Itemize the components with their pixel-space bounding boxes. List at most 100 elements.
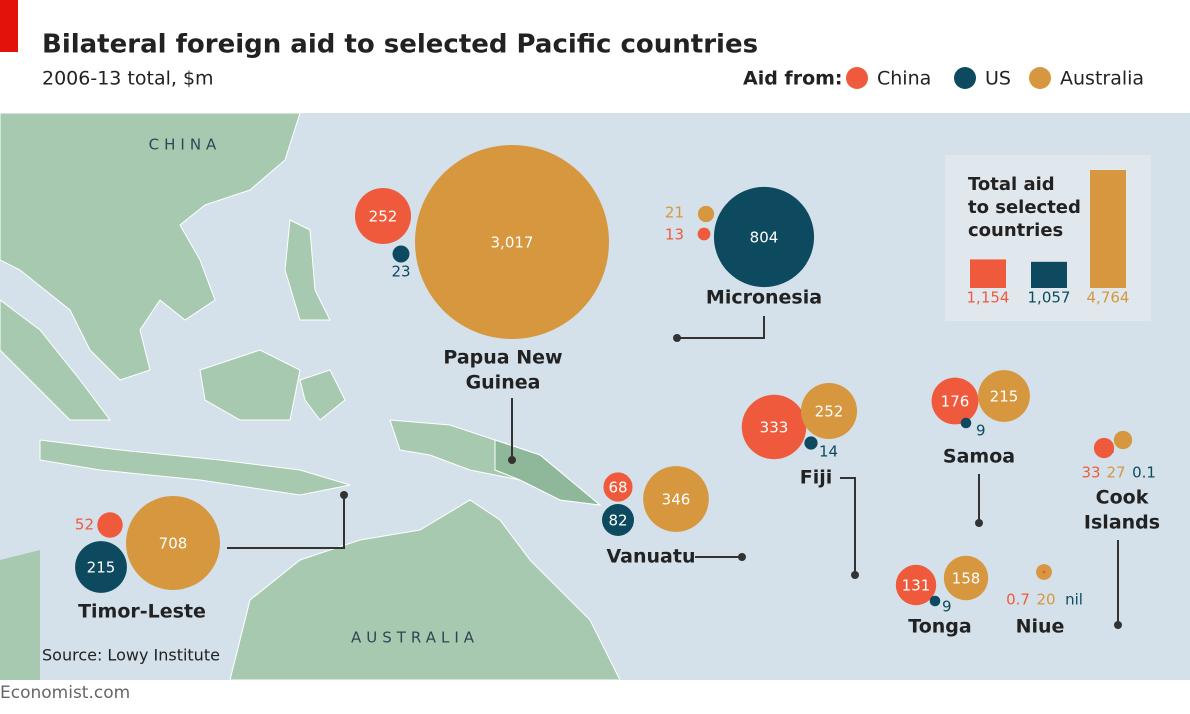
value-label: 131: [902, 577, 931, 595]
land-australia: [229, 499, 621, 681]
value-label: 215: [87, 559, 116, 577]
brand-mark: [0, 0, 18, 52]
value-label: 14: [819, 443, 838, 461]
legend-swatch: [1029, 67, 1051, 89]
value-label: 9: [976, 422, 986, 440]
legend-entry: Australia: [1060, 68, 1144, 90]
title: Bilateral foreign aid to selected Pacifi…: [42, 30, 758, 60]
aid-bubble: [800, 382, 858, 440]
aid-bubble: [943, 555, 989, 601]
aid-bubble: [603, 472, 633, 502]
value-label: 346: [662, 491, 691, 509]
value-label: 215: [990, 388, 1019, 406]
land-java: [39, 439, 351, 496]
total-bar: [1090, 170, 1126, 288]
aid-bubble: [414, 144, 610, 340]
total-bar: [1031, 261, 1067, 288]
aid-bubble: [978, 370, 1030, 422]
aid-bubble: [1042, 570, 1046, 574]
aid-bubble: [1113, 430, 1133, 450]
aid-bubble: [804, 436, 818, 450]
total-label: 4,764: [1087, 289, 1130, 307]
country-name: Cook: [1096, 487, 1149, 509]
legend-swatch: [846, 67, 868, 89]
leader-dot: [673, 334, 681, 342]
leader-line: [840, 477, 856, 575]
country-name: Micronesia: [706, 287, 822, 309]
value-label: 176: [941, 393, 970, 411]
legend-entry: China: [877, 68, 931, 90]
aid-bubble: [697, 227, 711, 241]
aid-bubble: [931, 377, 979, 425]
value-label: 23: [391, 263, 410, 281]
aid-bubble: [929, 595, 941, 607]
legend: China US Australia: [846, 67, 1144, 90]
total-label: 1,154: [967, 289, 1010, 307]
land-borneo: [199, 349, 301, 421]
country-name: Niue: [1016, 616, 1065, 638]
land-australia-west: [0, 550, 40, 680]
leader-line: [677, 316, 765, 339]
value-label: 82: [608, 512, 627, 530]
value-label: 20: [1036, 591, 1055, 609]
subtitle: 2006-13 total, $m: [42, 68, 214, 90]
country-name: Fiji: [800, 467, 833, 489]
value-label: 0.7: [1006, 591, 1030, 609]
value-label: 252: [369, 208, 398, 226]
totals-title: countries: [968, 220, 1063, 241]
aid-bubble: [354, 187, 412, 245]
totals-title: to selected: [968, 197, 1081, 218]
leader-dot: [508, 456, 516, 464]
source: Source: Lowy Institute: [42, 646, 220, 665]
value-label: 252: [815, 403, 844, 421]
aid-bubble: [1093, 437, 1115, 459]
legend-swatch: [954, 67, 976, 89]
aid-bubble: [97, 512, 123, 538]
total-label: 1,057: [1028, 289, 1071, 307]
value-label: 21: [665, 204, 684, 222]
bubbles: 252 23 3,017 Papua New Guinea 13 804 21 Micrones…: [75, 144, 1160, 638]
aid-bubble: [126, 496, 220, 590]
aid-bubble: [643, 466, 709, 532]
footer: Economist.com: [0, 683, 130, 703]
value-label: nil: [1065, 591, 1083, 609]
land-philippines: [284, 219, 331, 321]
value-label: 333: [760, 419, 789, 437]
country-name: Tonga: [908, 616, 971, 638]
leader-dots: [340, 334, 1122, 629]
aid-bubble: [392, 245, 410, 263]
aid-bubble: [602, 504, 634, 536]
value-label: 68: [608, 479, 627, 497]
aid-bubble: [75, 541, 127, 593]
map-label: CHINA: [149, 136, 222, 154]
legend-entry: US: [985, 68, 1011, 90]
value-label: 13: [665, 226, 684, 244]
aid-bubble: [960, 417, 972, 429]
aid-bubble: [697, 205, 715, 223]
total-bar: [970, 259, 1006, 288]
value-label: 0.1: [1132, 464, 1156, 482]
leader-lines: [227, 316, 1119, 625]
country-name: Vanuatu: [607, 546, 696, 568]
country-name: Papua New: [443, 347, 562, 369]
value-label: 52: [75, 516, 94, 534]
totals-title: Total aid: [968, 174, 1055, 195]
leader-line: [227, 495, 345, 549]
aid-bubble: [1112, 451, 1114, 453]
leader-dot: [738, 553, 746, 561]
country-name: Islands: [1084, 512, 1160, 534]
value-label: 33: [1081, 464, 1100, 482]
value-label: 708: [159, 535, 188, 553]
value-label: 27: [1106, 464, 1125, 482]
leader-dot: [851, 571, 859, 579]
leader-dot: [1114, 621, 1122, 629]
map-label: AUSTRALIA: [351, 629, 479, 647]
country-name: Samoa: [943, 446, 1015, 468]
country-name: Timor-Leste: [78, 601, 206, 623]
aid-bubble: [713, 186, 815, 288]
aid-bubble: [741, 394, 807, 460]
value-label: 158: [952, 570, 981, 588]
aid-bubble: [895, 564, 937, 606]
value-label: 9: [942, 598, 952, 616]
